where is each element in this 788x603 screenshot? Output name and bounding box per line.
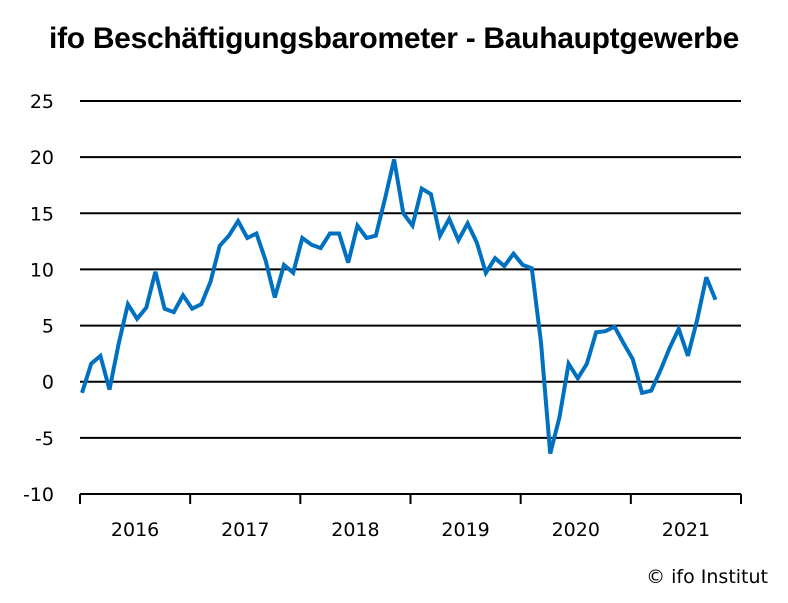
- chart-title: ifo Beschäftigungsbarometer - Bauhauptge…: [49, 22, 739, 55]
- y-tick-label: 0: [42, 372, 54, 394]
- y-tick-label: 25: [30, 91, 54, 113]
- copyright-credit: © ifo Institut: [646, 566, 768, 588]
- y-tick-label: 5: [42, 316, 54, 338]
- y-tick-label: 15: [30, 203, 54, 225]
- y-tick-label: 20: [30, 147, 54, 169]
- x-tick-label: 2016: [111, 519, 159, 541]
- x-tick-label: 2021: [662, 519, 710, 541]
- y-tick-label: -5: [35, 428, 54, 450]
- y-axis-tick-labels: 25 20 15 10 5 0 -5 -10: [23, 91, 54, 506]
- x-tick-label: 2018: [331, 519, 379, 541]
- x-axis: [79, 493, 742, 504]
- y-tick-label: -10: [23, 484, 54, 506]
- x-tick-label: 2017: [221, 519, 269, 541]
- x-tick-label: 2020: [552, 519, 600, 541]
- data-series: [80, 158, 718, 455]
- series-line: [80, 158, 718, 455]
- y-tick-label: 10: [30, 259, 54, 281]
- x-tick-label: 2019: [441, 519, 489, 541]
- gridlines: [80, 100, 741, 439]
- x-axis-tick-labels: 2016 2017 2018 2019 2020 2021: [111, 519, 710, 541]
